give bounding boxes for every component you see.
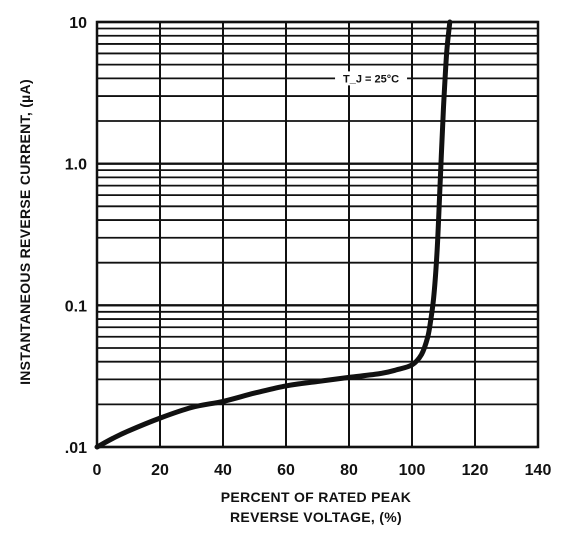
x-tick-label: 20	[151, 462, 169, 479]
x-tick-label: 100	[399, 462, 426, 479]
annotation-label: T_J = 25°C	[343, 73, 399, 85]
x-tick-label: 60	[277, 462, 295, 479]
annotation: T_J = 25°C	[335, 71, 408, 86]
y-tick-label: 1.0	[65, 157, 87, 174]
grid	[95, 20, 540, 449]
x-tick-labels: 0 20 40 60 80 100 120 140	[93, 462, 552, 479]
x-axis-label-line-1: PERCENT OF RATED PEAK	[221, 489, 411, 505]
x-tick-label: 80	[340, 462, 358, 479]
y-axis-label: INSTANTANEOUS REVERSE CURRENT, (µA)	[17, 79, 33, 385]
x-tick-label: 140	[525, 462, 552, 479]
series-line	[94, 19, 453, 450]
x-tick-label: 40	[214, 462, 232, 479]
plot-frame	[95, 20, 540, 449]
curve-layer	[94, 19, 453, 450]
x-tick-label: 120	[462, 462, 489, 479]
y-tick-labels: .01 0.1 1.0 10	[65, 15, 87, 457]
x-tick-label: 0	[93, 462, 102, 479]
y-tick-label: 0.1	[65, 298, 87, 315]
y-tick-label: .01	[65, 440, 87, 457]
y-tick-label: 10	[69, 15, 87, 32]
x-axis-label-line-2: REVERSE VOLTAGE, (%)	[230, 509, 402, 525]
